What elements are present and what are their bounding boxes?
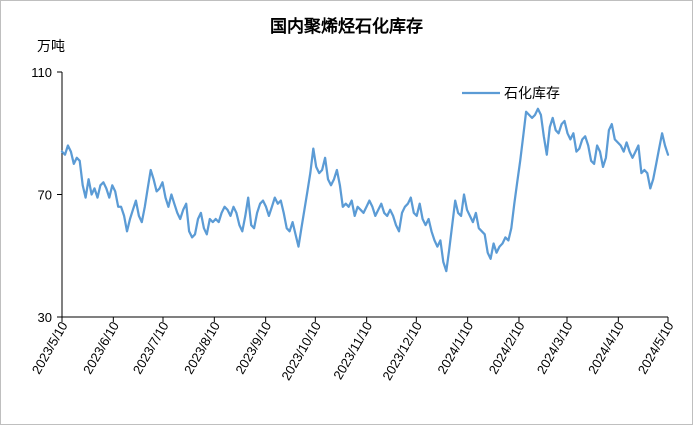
x-tick-label: 2023/10/10 (278, 319, 324, 383)
x-tick-label: 2023/8/10 (181, 319, 223, 377)
series-line (60, 107, 670, 273)
x-tick-label: 2024/4/10 (585, 319, 627, 377)
x-tick-label: 2023/12/10 (379, 319, 425, 383)
legend-label: 石化库存 (504, 86, 560, 102)
x-tick-label: 2024/2/10 (486, 319, 528, 377)
y-tick-label: 110 (31, 65, 52, 80)
x-tick-label: 2024/3/10 (534, 319, 576, 377)
x-tick-label: 2023/5/10 (29, 319, 71, 377)
legend: 石化库存 (462, 86, 560, 102)
x-tick-label: 2023/11/10 (330, 319, 375, 382)
y-tick-label: 30 (38, 310, 52, 325)
x-tick-label: 2024/1/10 (434, 319, 476, 377)
x-tick-label: 2023/9/10 (232, 319, 274, 377)
plot-area (60, 107, 670, 273)
y-tick-label: 70 (38, 188, 52, 203)
x-tick-label: 2023/7/10 (130, 319, 172, 377)
x-tick-label: 2024/5/10 (635, 319, 677, 377)
y-axis-unit-label: 万吨 (37, 39, 65, 55)
chart-title: 国内聚烯烃石化库存 (270, 17, 423, 37)
x-tick-label: 2023/6/10 (80, 319, 122, 377)
